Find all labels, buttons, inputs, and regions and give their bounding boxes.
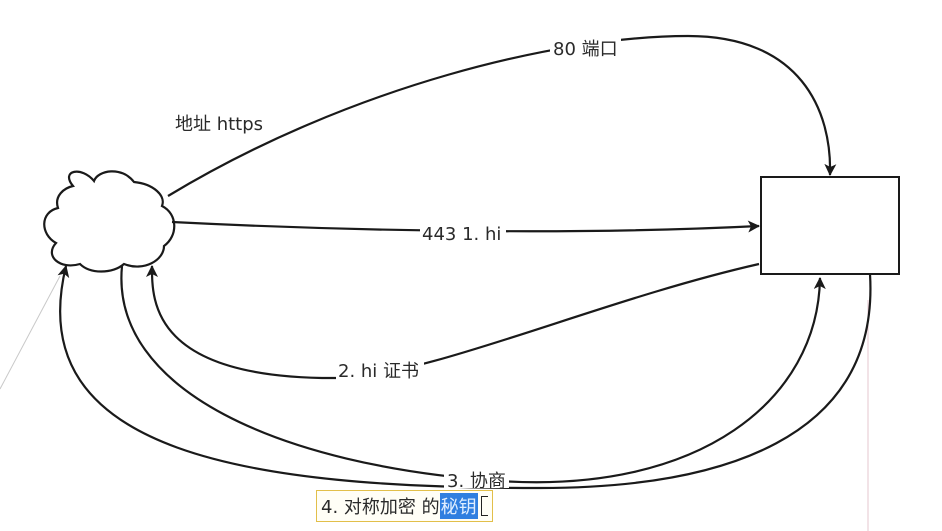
label-bg [444, 470, 509, 488]
client-cloud-node[interactable] [43, 170, 176, 273]
server-box-node[interactable] [760, 176, 900, 275]
edge-label-editor[interactable]: 4. 对称加密 的 秘钥 [316, 490, 493, 522]
label-bg [336, 358, 424, 382]
label-certificate: 2. hi 证书 [338, 361, 419, 382]
label-port-80: 80 端口 [553, 39, 618, 60]
label-bg [420, 222, 506, 246]
edge-symmetric-key[interactable] [57, 265, 872, 490]
label-negotiate: 3. 协商 [447, 471, 506, 492]
edge-certificate[interactable] [145, 262, 760, 380]
edge-https-address[interactable] [167, 34, 837, 197]
label-hi: 443 1. hi [422, 224, 501, 245]
guide-line [0, 275, 61, 390]
text-cursor-icon [480, 496, 488, 516]
label-bg [550, 36, 621, 60]
editor-text[interactable]: 4. 对称加密 的 [321, 497, 440, 518]
edge-negotiate[interactable] [120, 265, 826, 484]
editor-selected-text[interactable]: 秘钥 [439, 493, 478, 519]
label-address-https: 地址 https [175, 114, 263, 135]
